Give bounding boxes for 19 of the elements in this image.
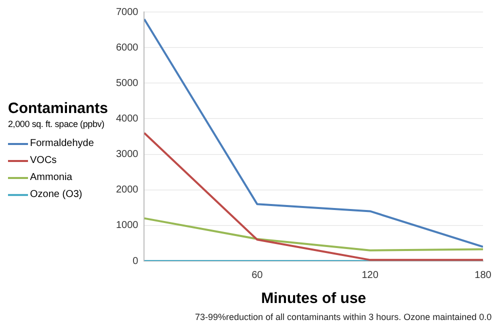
y-tick-label: 7000 <box>116 6 139 18</box>
y-tick-label: 4000 <box>116 113 139 124</box>
y-tick-label: 6000 <box>116 42 139 54</box>
x-axis-title: Minutes of use <box>261 290 366 308</box>
legend-title: Contaminants <box>8 100 108 117</box>
legend-label: Ozone (O3) <box>30 189 82 200</box>
y-tick-label: 2000 <box>116 184 139 196</box>
text: 73-99%reduction of all contaminants within 3 hours. Ozone maintained 0.0 <box>195 312 492 322</box>
y-tick-label: 0 <box>132 256 139 267</box>
x-tick-label: 120 <box>362 270 379 281</box>
text: 2,000 sq. ft. space (ppbv) <box>8 119 106 129</box>
x-tick-label: 180 <box>474 270 492 281</box>
y-tick-label: 1000 <box>116 220 139 232</box>
legend-label: Ammonia <box>30 172 72 183</box>
legend-label: Formaldehyde <box>30 138 94 149</box>
y-tick-label: 3000 <box>116 149 139 160</box>
x-tick-label: 60 <box>252 270 264 281</box>
legend-label: VOCs <box>30 155 57 166</box>
y-tick-label: 5000 <box>116 78 139 89</box>
